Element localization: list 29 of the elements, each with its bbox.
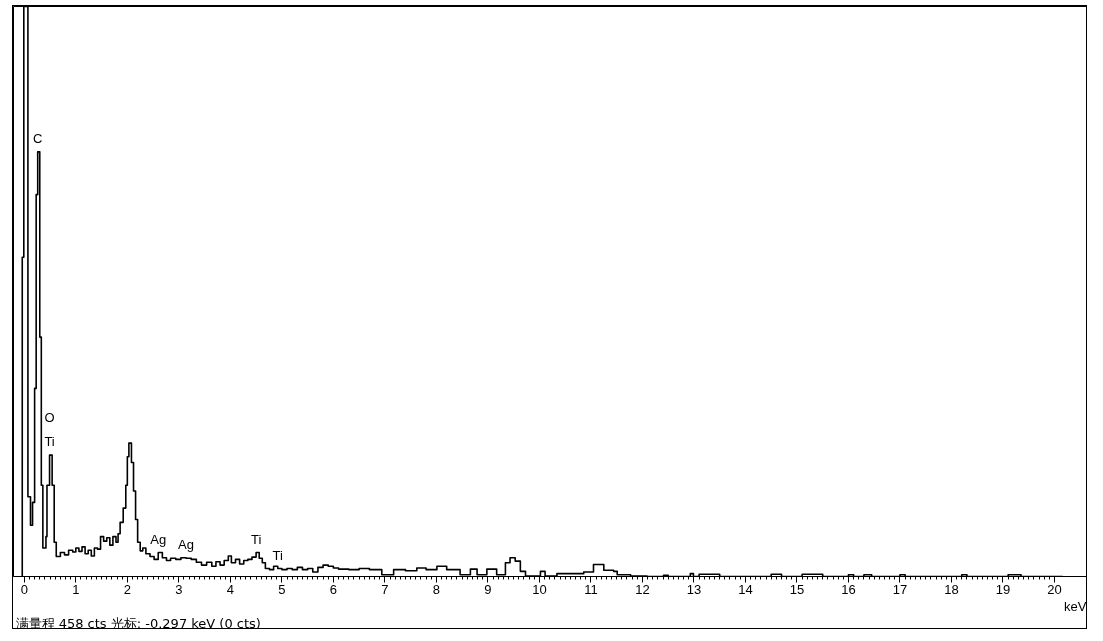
x-tick-label: 14 [738,581,753,597]
x-tick-label: 1 [72,581,80,597]
x-tick-label: 8 [432,581,441,597]
x-tick-label: 0 [20,581,28,597]
x-tick-label: 3 [175,581,183,597]
x-axis-title: keV [1064,598,1087,614]
x-tick-label: 12 [635,581,650,597]
x-tick-label: 17 [892,581,908,597]
x-tick-label: 5 [278,581,286,597]
x-tick-label: 6 [329,581,337,597]
annotation: Ti [272,547,284,563]
annotation: C [33,130,43,146]
x-tick-label: 19 [995,581,1011,597]
annotation: Ti [44,434,55,450]
x-tick-label: 20 [1047,581,1062,597]
x-tick-label: 2 [123,581,131,597]
x-tick-label: 16 [841,581,856,597]
x-tick-label: 18 [944,581,959,597]
annotation: Ag [178,537,195,553]
x-tick-label: 10 [532,581,547,597]
annotation: Ti [250,531,262,547]
x-tick-label: 15 [789,581,805,597]
x-tick-label: 13 [686,581,702,597]
x-tick-label: 9 [484,581,492,597]
x-tick-label: 4 [226,581,234,597]
annotation: Ag [150,531,167,547]
annotation: O [44,410,55,426]
x-tick-label: 7 [381,581,389,597]
x-tick-label: 11 [584,581,598,597]
